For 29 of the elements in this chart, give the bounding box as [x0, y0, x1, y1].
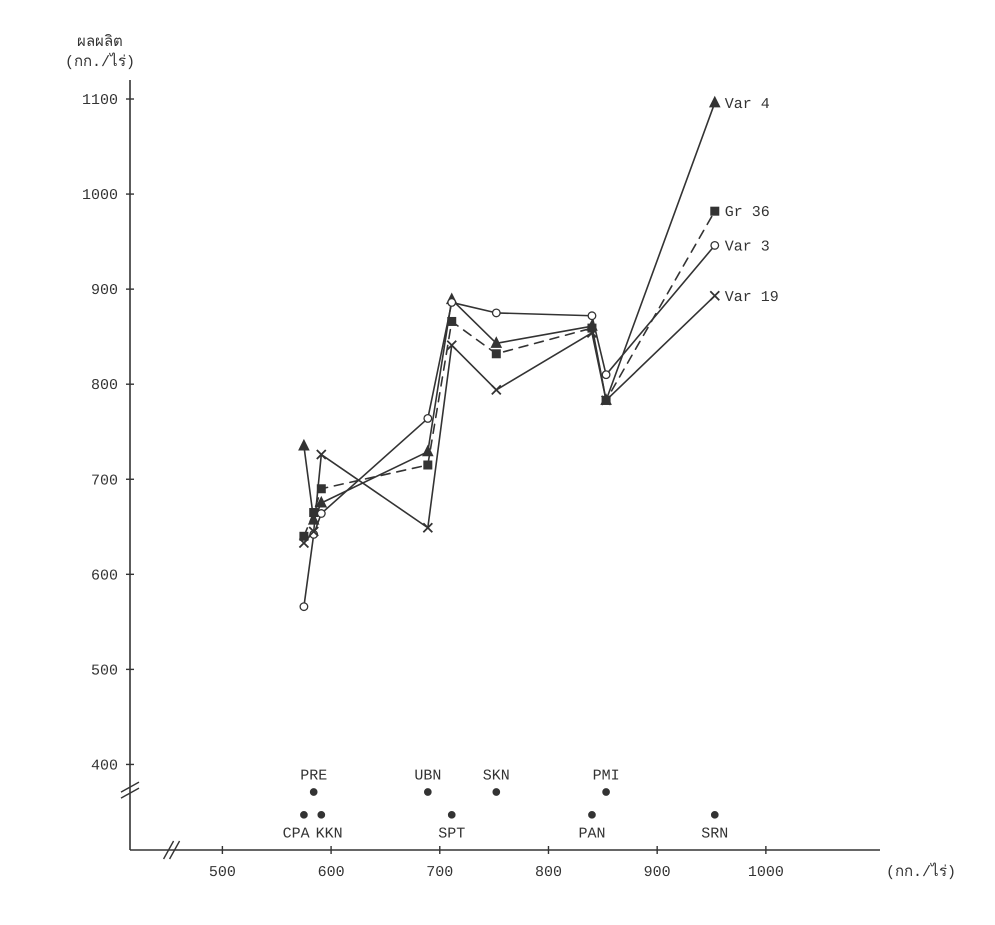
y-axis-title: ผลผลิต (กก./ไร่): [65, 34, 135, 71]
x-tick-label: 1000: [748, 864, 784, 881]
y-tick-label: 500: [90, 662, 118, 680]
y-tick-label: 600: [90, 567, 118, 584]
value-label: SKN: [482, 768, 510, 784]
x-tick-label: 600: [318, 864, 345, 881]
y-tick-label: 400: [90, 757, 118, 774]
value-label: CPA: [282, 825, 310, 842]
series-label: Var 4: [724, 96, 770, 113]
y-tick-label: 800: [90, 377, 118, 394]
x-tick-label: 700: [426, 864, 454, 881]
y-tick-label: 1100: [82, 92, 118, 109]
x-tick-label: 900: [644, 864, 671, 881]
y-tick-label: 900: [90, 282, 118, 300]
value-label: KKN: [316, 825, 343, 842]
x-tick-label: 500: [208, 864, 236, 881]
value-label: PAN: [578, 825, 606, 842]
series-label: Var 3: [724, 238, 770, 256]
value-label: SPT: [438, 825, 466, 842]
y-tick-label: 700: [90, 472, 118, 490]
value-label: PMI: [592, 768, 620, 784]
value-label: SRN: [701, 825, 728, 842]
value-label: PRE: [300, 768, 328, 784]
x-axis-title: (กก./ไร่): [886, 864, 956, 881]
series-label: Var 19: [724, 288, 779, 306]
y-tick-label: 1000: [82, 187, 118, 204]
series-label: Gr 36: [724, 204, 770, 222]
value-label: UBN: [414, 768, 442, 784]
x-tick-label: 800: [534, 864, 562, 881]
